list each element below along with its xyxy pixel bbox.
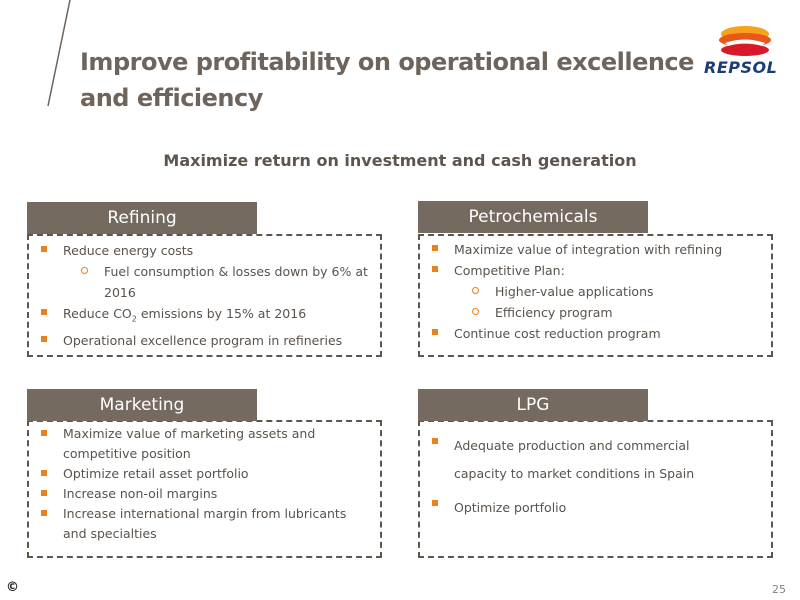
page-number: 25 — [772, 583, 786, 596]
list-item: Adequate production and commercial capac… — [420, 432, 720, 488]
section-subtitle: Maximize return on investment and cash g… — [163, 151, 637, 170]
list-subitem: Efficiency program — [420, 302, 770, 323]
list-item: Continue cost reduction program — [420, 323, 770, 344]
marketing-list: Maximize value of marketing assets and c… — [29, 424, 359, 544]
marketing-heading: Marketing — [27, 389, 257, 421]
list-item: Reduce energy costs — [29, 240, 374, 261]
list-item: Competitive Plan: — [420, 260, 770, 281]
lpg-list: Adequate production and commercial capac… — [420, 432, 720, 522]
list-item: Maximize value of marketing assets and c… — [29, 424, 359, 464]
list-item: Reduce CO2 emissions by 15% at 2016 — [29, 303, 374, 330]
list-item: Optimize retail asset portfolio — [29, 464, 359, 484]
list-item: Increase international margin from lubri… — [29, 504, 359, 544]
list-item: Increase non-oil margins — [29, 484, 359, 504]
refining-panel — [27, 234, 382, 357]
brand-name: REPSOL — [704, 58, 778, 77]
co2-text: Reduce CO2 emissions by 15% at 2016 — [63, 306, 307, 324]
list-item: Optimize portfolio — [420, 494, 720, 522]
list-subitem: Fuel consumption & losses down by 6% at … — [29, 261, 374, 303]
petrochemicals-heading: Petrochemicals — [418, 201, 648, 233]
decorative-diagonal-line — [47, 0, 71, 107]
copyright-icon: © — [6, 580, 19, 595]
marketing-panel — [27, 420, 382, 558]
repsol-logo-icon — [719, 26, 771, 56]
list-item: Operational excellence program in refine… — [29, 330, 374, 351]
refining-heading: Refining — [27, 202, 257, 234]
lpg-panel — [418, 420, 773, 558]
page-title: Improve profitability on operational exc… — [80, 48, 694, 112]
petrochemicals-panel — [418, 234, 773, 357]
list-subitem: Higher-value applications — [420, 281, 770, 302]
list-item: Maximize value of integration with refin… — [420, 239, 770, 260]
refining-list: Reduce energy costs Fuel consumption & l… — [29, 240, 374, 351]
petrochemicals-list: Maximize value of integration with refin… — [420, 239, 770, 344]
lpg-heading: LPG — [418, 389, 648, 421]
